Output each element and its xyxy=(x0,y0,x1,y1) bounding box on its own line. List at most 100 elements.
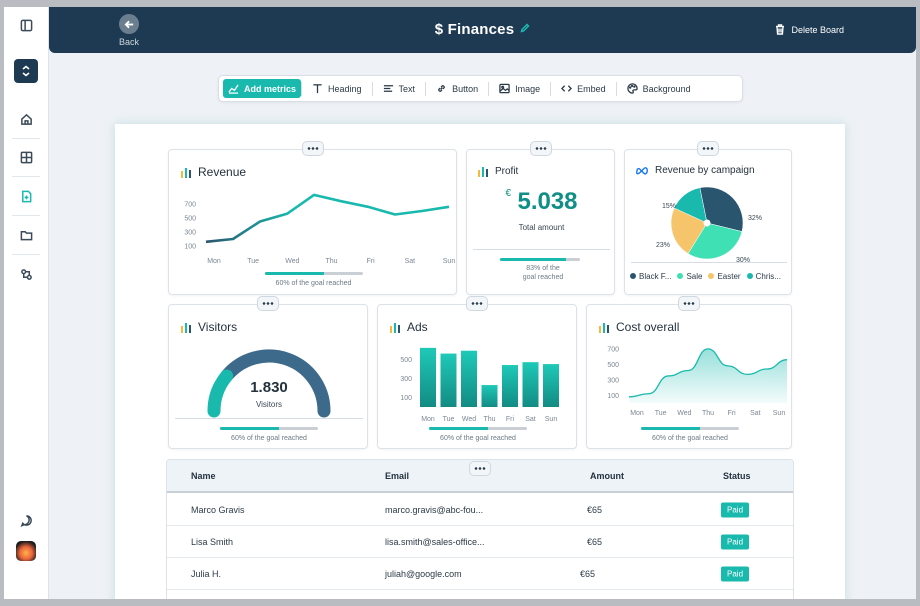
ads-bar xyxy=(481,385,498,407)
table-row[interactable]: Lisa Smith lisa.smith@sales-office... €6… xyxy=(167,527,793,558)
pie-value-label: 30% xyxy=(736,257,750,264)
ads-progress-label: 60% of the goal reached xyxy=(440,435,516,442)
drag-handle[interactable] xyxy=(529,141,552,156)
add-metrics-button[interactable]: Add metrics xyxy=(223,79,302,98)
meta-logo-icon xyxy=(636,167,648,175)
x-tick-label: Sun xyxy=(443,258,456,265)
left-rail xyxy=(4,7,49,599)
button-button[interactable]: Button xyxy=(426,79,488,98)
pencil-icon[interactable] xyxy=(520,20,530,38)
text-button[interactable]: Text xyxy=(373,79,426,98)
ads-bar xyxy=(461,350,477,407)
x-tick-label: Mon xyxy=(207,258,221,265)
payments-table: Name Email Amount Status Marco Gravis ma… xyxy=(166,459,794,599)
cost-title: Cost overall xyxy=(616,320,680,334)
home-icon[interactable] xyxy=(14,107,38,131)
ads-bar-chart: 100 300 500 Mon Tue Wed Thu Fri Sat Sun xyxy=(400,347,559,423)
x-tick-label: Mon xyxy=(421,416,435,423)
chat-icon[interactable] xyxy=(14,508,38,532)
text-lines-icon xyxy=(383,85,393,92)
profit-title: Profit xyxy=(495,165,519,177)
y-tick-label: 300 xyxy=(184,230,196,237)
drag-handle[interactable] xyxy=(257,296,279,311)
drag-handle[interactable] xyxy=(466,296,488,311)
x-tick-label: Thu xyxy=(325,258,337,265)
heading-button[interactable]: Heading xyxy=(302,79,372,98)
visitors-card[interactable]: Visitors 1.830 Visitors 60% of the goal … xyxy=(168,296,368,449)
pie-center xyxy=(703,219,711,227)
row-name: Julia H. xyxy=(191,569,222,579)
revenue-title: Revenue xyxy=(198,165,247,179)
drag-handle[interactable] xyxy=(697,141,719,156)
link-icon xyxy=(438,85,445,92)
y-tick-label: 700 xyxy=(607,346,619,353)
grid-icon[interactable] xyxy=(14,145,38,169)
row-email: lisa.smith@sales-office... xyxy=(385,537,485,547)
row-amount: €65 xyxy=(587,505,603,515)
board-switcher-button[interactable] xyxy=(14,59,38,83)
delete-board-label: Delete Board xyxy=(791,24,844,35)
x-tick-label: Fri xyxy=(367,258,376,265)
x-tick-label: Thu xyxy=(702,410,714,417)
y-tick-label: 100 xyxy=(607,393,619,400)
profit-card[interactable]: Profit € 5.038 Total amount 83% of the g… xyxy=(466,141,615,295)
header-name[interactable]: Name xyxy=(191,470,216,481)
table-row[interactable]: Marco Gravis marco.gravis@abc-fou... €65… xyxy=(167,495,793,526)
header-status[interactable]: Status xyxy=(723,470,751,481)
back-button[interactable]: Back xyxy=(116,14,142,47)
y-tick-label: 700 xyxy=(184,202,196,209)
cost-overall-card[interactable]: Cost overall 100 300 500 700 Mon Tue Wed Thu Fri… xyxy=(586,296,792,449)
ads-card[interactable]: Ads 100 300 500 Mon Tue Wed Thu Fri Sat Sun 60% o… xyxy=(377,296,577,449)
status-badge: Paid xyxy=(721,502,750,518)
heading-icon xyxy=(313,84,322,94)
x-tick-label: Wed xyxy=(462,416,476,423)
revenue-by-campaign-card[interactable]: Revenue by campaign 32% 30% 23% 15% Black F… xyxy=(624,141,792,295)
drag-handle[interactable] xyxy=(301,141,324,156)
x-tick-label: Tue xyxy=(247,258,259,265)
cost-area-fill xyxy=(629,348,787,403)
visitors-value: 1.830 xyxy=(250,379,288,396)
ads-bar xyxy=(420,347,436,407)
board-icon[interactable] xyxy=(14,184,38,208)
campaign-title: Revenue by campaign xyxy=(655,165,755,176)
drag-handle[interactable] xyxy=(469,461,491,476)
x-tick-label: Tue xyxy=(443,416,455,423)
row-name: Lisa Smith xyxy=(191,537,234,547)
cost-progress-bar xyxy=(641,427,739,430)
ads-progress-bar xyxy=(429,427,527,430)
pie-slice xyxy=(673,187,708,224)
visitors-progress-label: 60% of the goal reached xyxy=(231,435,307,442)
palette-icon xyxy=(626,83,638,94)
x-tick-label: Thu xyxy=(483,416,495,423)
legend-item: Chris... xyxy=(746,272,781,281)
header-amount[interactable]: Amount xyxy=(590,470,624,481)
embed-button[interactable]: Embed xyxy=(551,79,616,98)
status-badge: Paid xyxy=(721,534,750,550)
background-button[interactable]: Background xyxy=(617,79,701,98)
editor-toolbar: Add metrics Heading Text Button Image Em… xyxy=(218,75,743,102)
drag-handle[interactable] xyxy=(678,296,700,311)
bar-chart-icon xyxy=(390,323,400,333)
revenue-progress-bar xyxy=(265,272,363,275)
image-button[interactable]: Image xyxy=(489,79,550,98)
sidebar-toggle-icon[interactable] xyxy=(14,13,38,37)
folder-icon[interactable] xyxy=(14,223,38,247)
avatar[interactable] xyxy=(16,541,36,561)
arrow-left-icon xyxy=(119,14,139,34)
image-icon xyxy=(499,83,510,94)
delete-board-button[interactable]: Delete Board xyxy=(775,24,844,35)
legend-item: Easter xyxy=(708,272,741,281)
header-email[interactable]: Email xyxy=(385,470,410,481)
x-tick-label: Sat xyxy=(750,410,761,417)
add-metrics-label: Add metrics xyxy=(244,83,297,94)
visitors-progress-bar xyxy=(220,427,318,430)
status-badge: Paid xyxy=(721,566,750,582)
x-tick-label: Sun xyxy=(545,416,558,423)
integrations-icon[interactable] xyxy=(14,262,38,286)
bar-chart-icon xyxy=(478,167,488,177)
row-email: juliah@google.com xyxy=(385,569,462,579)
revenue-card[interactable]: Revenue 100 300 500 700 Mon Tue Wed Thu Fri Sat Su… xyxy=(168,141,457,295)
row-amount: €65 xyxy=(580,569,596,579)
embed-label: Embed xyxy=(577,83,606,94)
table-row[interactable]: Julia H. juliah@google.com €65 Paid xyxy=(167,559,793,590)
